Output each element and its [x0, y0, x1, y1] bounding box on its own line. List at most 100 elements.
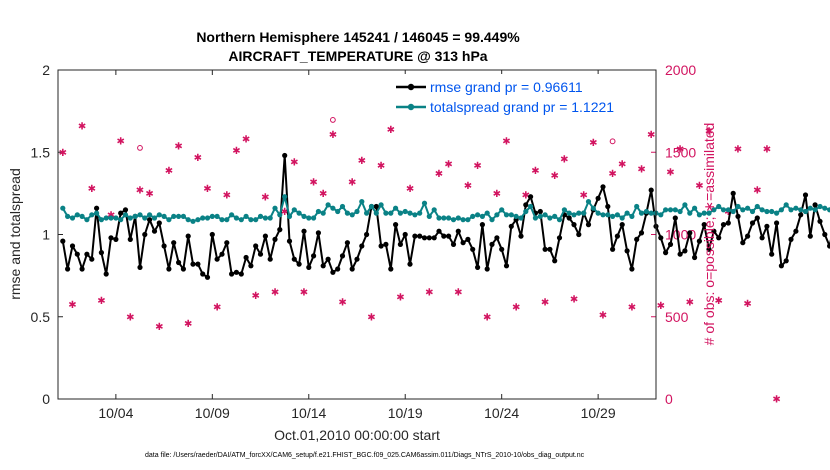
rmse-point — [229, 271, 235, 277]
obs-assimilated-marker: ✱ — [522, 191, 530, 202]
rmse-point — [450, 241, 457, 247]
totalspread-point — [720, 207, 727, 213]
rmse-point — [537, 208, 543, 215]
rmse-point — [745, 233, 751, 239]
totalspread-point — [277, 212, 283, 218]
rmse-point — [508, 223, 514, 229]
rmse-point — [518, 233, 524, 239]
rmse-point — [243, 254, 249, 261]
rmse-point — [282, 152, 288, 159]
obs-assimilated-marker: ✱ — [763, 145, 771, 156]
totalspread-point — [349, 212, 355, 218]
totalspread-point — [484, 210, 490, 216]
totalspread-point — [397, 210, 403, 216]
rmse-point — [84, 251, 90, 257]
totalspread-point — [431, 207, 437, 213]
rmse-point — [827, 243, 830, 249]
rmse-point — [257, 251, 264, 257]
rmse-point — [412, 233, 418, 239]
rmse-point — [788, 236, 794, 242]
rmse-point — [470, 246, 476, 252]
totalspread-point — [595, 210, 601, 216]
totalspread-point — [388, 210, 394, 216]
totalspread-point — [513, 213, 519, 219]
rmse-point — [595, 195, 601, 201]
rmse-point — [291, 256, 297, 262]
totalspread-point — [94, 210, 100, 216]
totalspread-point — [180, 213, 186, 219]
rmse-point — [301, 228, 307, 234]
rmse-point — [605, 203, 611, 210]
rmse-point — [547, 246, 553, 252]
obs-assimilated-marker: ✱ — [97, 296, 105, 307]
obs-assimilated-marker: ✱ — [78, 122, 86, 133]
rmse-point — [764, 223, 770, 229]
rmse-point — [137, 264, 143, 270]
obs-assimilated-marker: ✱ — [628, 302, 636, 313]
totalspread-point — [696, 212, 703, 218]
rmse-point — [344, 240, 350, 246]
rmse-point — [103, 271, 109, 277]
obs-assimilated-marker: ✱ — [232, 146, 240, 157]
rmse-point — [624, 248, 630, 254]
totalspread-point — [788, 207, 794, 213]
totalspread-point — [778, 207, 785, 213]
totalspread-point — [667, 207, 674, 213]
x-tick-label: 10/19 — [388, 405, 423, 421]
rmse-point — [798, 212, 804, 218]
obs-assimilated-marker: ✱ — [551, 171, 559, 182]
totalspread-point — [648, 210, 654, 216]
totalspread-point — [745, 205, 751, 211]
x-tick-label: 10/24 — [484, 405, 519, 421]
rmse-point — [523, 202, 529, 208]
rmse-point — [446, 233, 452, 239]
obs-possible-marker — [329, 117, 336, 123]
obs-possible-marker — [137, 144, 143, 151]
totalspread-point — [571, 212, 577, 218]
rmse-point — [248, 263, 254, 269]
totalspread-point — [195, 217, 201, 223]
rmse-point — [552, 258, 558, 264]
totalspread-point — [802, 208, 809, 215]
rmse-point — [822, 231, 828, 238]
obs-assimilated-marker: ✱ — [512, 302, 520, 313]
obs-assimilated-marker: ✱ — [290, 158, 298, 169]
rmse-point — [224, 240, 230, 246]
totalspread-point — [523, 208, 529, 215]
obs-assimilated-marker: ✱ — [647, 130, 655, 141]
totalspread-point — [161, 213, 167, 219]
totalspread-point — [176, 213, 182, 219]
obs-assimilated-marker: ✱ — [319, 189, 327, 200]
rmse-point — [388, 266, 394, 272]
obs-assimilated-marker: ✱ — [579, 191, 587, 202]
rmse-point — [672, 215, 678, 221]
y-right-tick-label: 500 — [665, 309, 689, 325]
rmse-point — [364, 231, 370, 238]
totalspread-point — [151, 215, 158, 221]
rmse-point — [610, 246, 616, 252]
rmse-point — [373, 203, 379, 210]
obs-assimilated-marker: ✱ — [493, 189, 501, 200]
obs-assimilated-marker: ✱ — [560, 154, 568, 165]
totalspread-point — [344, 210, 350, 216]
totalspread-point — [257, 213, 264, 219]
totalspread-point — [282, 194, 288, 200]
totalspread-point — [248, 217, 254, 223]
totalspread-point — [238, 217, 244, 223]
rmse-point — [320, 263, 326, 269]
totalspread-point — [590, 205, 596, 211]
rmse-point — [378, 243, 384, 249]
chart-title-line-1: Northern Hemisphere 145241 / 146045 = 99… — [196, 29, 520, 45]
rmse-point — [393, 222, 399, 228]
totalspread-point — [98, 217, 104, 223]
rmse-point — [79, 266, 85, 272]
totalspread-point — [229, 212, 235, 218]
rmse-point — [113, 236, 119, 242]
obs-assimilated-marker: ✱ — [599, 311, 607, 322]
totalspread-point — [774, 210, 780, 216]
obs-assimilated-marker: ✱ — [136, 186, 144, 197]
rmse-point — [677, 251, 683, 257]
rmse-point — [108, 235, 114, 241]
totalspread-point — [701, 210, 707, 216]
totalspread-point — [605, 212, 611, 218]
